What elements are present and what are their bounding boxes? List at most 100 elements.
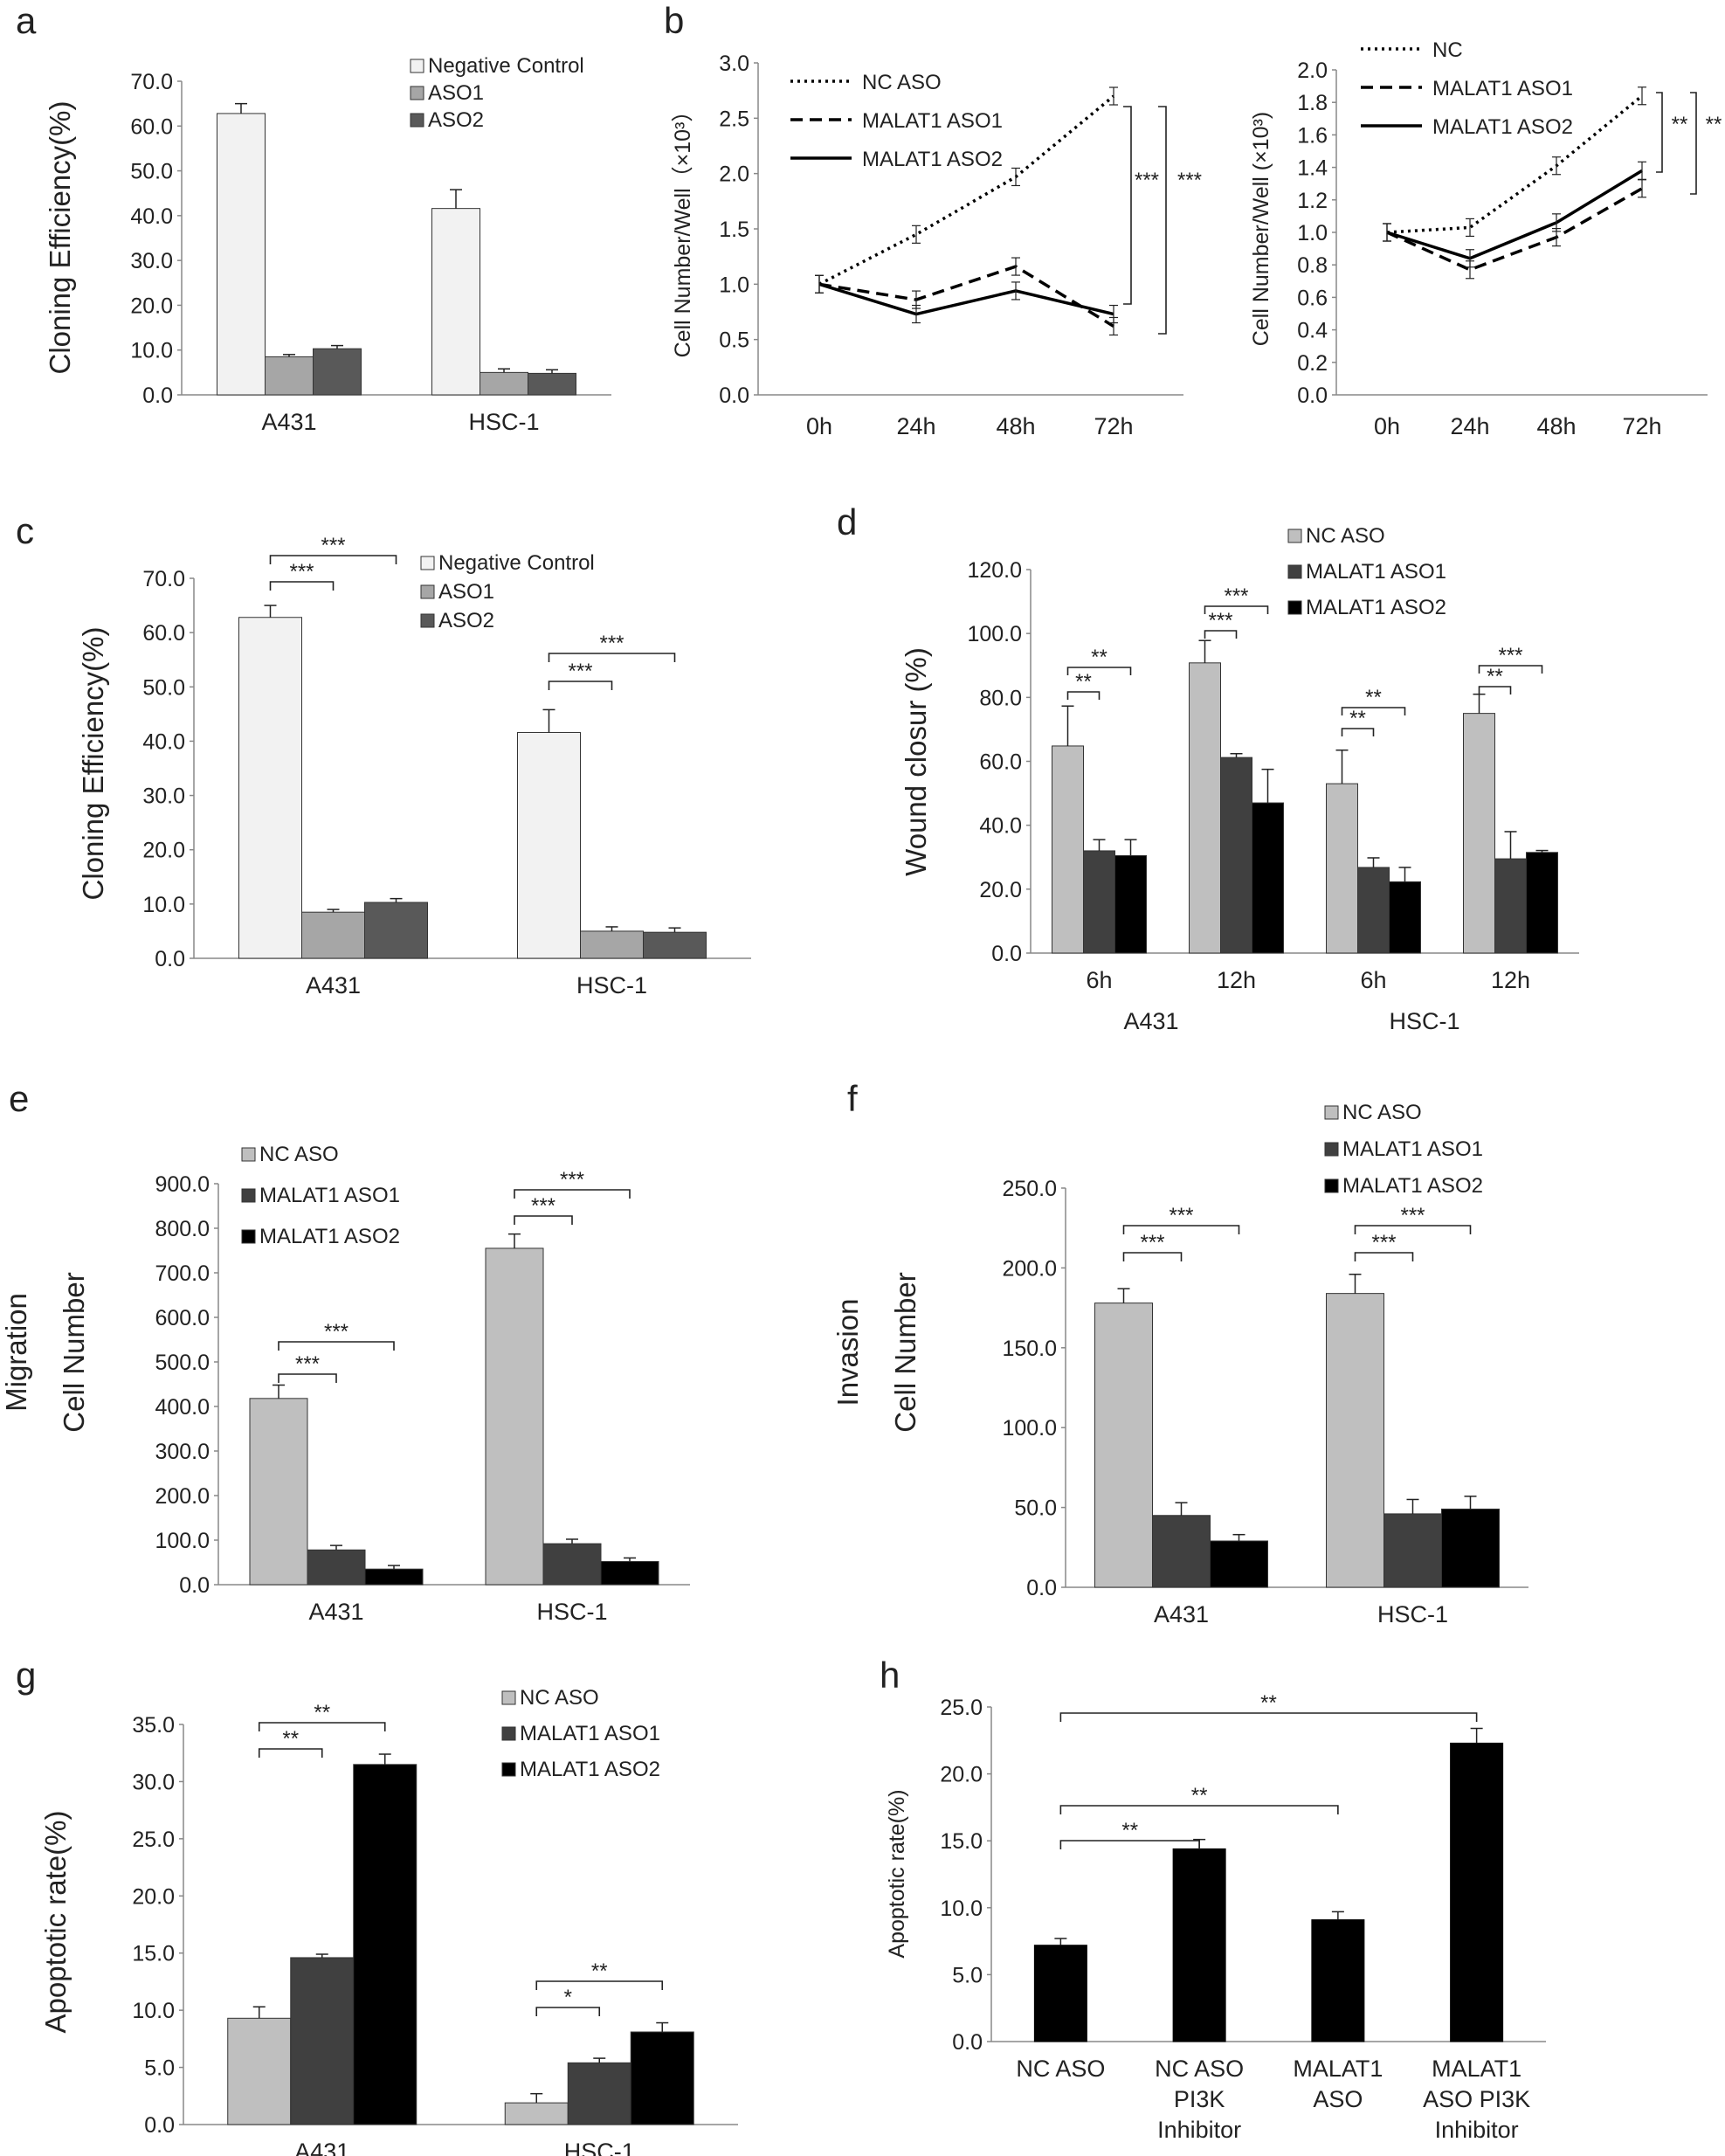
y-tick-label: 0.0 bbox=[1026, 1576, 1057, 1600]
y-tick-label: 15.0 bbox=[132, 1942, 175, 1966]
panel-label-g: g bbox=[16, 1655, 36, 1696]
bar bbox=[1326, 1293, 1384, 1588]
legend-label: Negative Control bbox=[428, 54, 584, 78]
significance-bracket bbox=[278, 1373, 337, 1383]
panel-label-d: d bbox=[837, 501, 857, 542]
y-tick-label: 150.0 bbox=[1002, 1337, 1057, 1361]
legend-swatch bbox=[1324, 1142, 1339, 1157]
significance-bracket bbox=[535, 1980, 664, 1990]
significance-label: *** bbox=[1224, 584, 1248, 608]
y-axis-title: Wound closur (%) bbox=[900, 647, 932, 876]
y-tick-label: 2.5 bbox=[719, 107, 749, 131]
x-tick-label: 0h bbox=[1374, 413, 1400, 439]
legend-label: MALAT1 ASO1 bbox=[1432, 77, 1573, 100]
y-axis-title: Cloning Efficiency(%) bbox=[44, 100, 76, 374]
significance-label: ** bbox=[1487, 665, 1503, 688]
y-tick-label: 60.0 bbox=[979, 750, 1022, 775]
y-tick-label: 10.0 bbox=[142, 893, 185, 917]
x-tick-label: 24h bbox=[896, 413, 935, 439]
x-tick-label: MALAT1 bbox=[1432, 2056, 1521, 2082]
legend-swatch bbox=[241, 1229, 256, 1244]
y-tick-label: 0.0 bbox=[155, 947, 185, 971]
y-tick-label: 1.0 bbox=[1297, 221, 1328, 245]
significance-bracket bbox=[258, 1722, 386, 1731]
legend-label: MALAT1 ASO2 bbox=[1342, 1174, 1483, 1198]
significance-label: ** bbox=[1672, 113, 1688, 136]
bar bbox=[485, 1247, 544, 1586]
bar bbox=[265, 356, 314, 396]
y-tick-label: 900.0 bbox=[155, 1172, 210, 1197]
significance-label: *** bbox=[289, 560, 314, 584]
significance-bracket bbox=[548, 681, 613, 690]
significance-bracket bbox=[269, 581, 335, 591]
legend-swatch bbox=[410, 59, 424, 73]
y-tick-label: 700.0 bbox=[155, 1261, 210, 1286]
legend-swatch bbox=[420, 556, 435, 570]
significance-label: ** bbox=[1260, 1691, 1277, 1715]
y-tick-label: 800.0 bbox=[155, 1217, 210, 1241]
bar bbox=[1252, 802, 1284, 954]
bar bbox=[504, 2102, 569, 2125]
y-tick-label: 30.0 bbox=[130, 249, 173, 273]
significance-label: *** bbox=[324, 1320, 348, 1344]
bar bbox=[1033, 1945, 1087, 2042]
panel-label-c: c bbox=[16, 510, 34, 551]
significance-bracket bbox=[1123, 106, 1132, 305]
significance-bracket bbox=[535, 2007, 601, 2016]
legend-swatch bbox=[420, 613, 435, 628]
y-tick-label: 40.0 bbox=[979, 814, 1022, 839]
y-axis-title: Apoptotic rate(%) bbox=[39, 1811, 72, 2034]
y-tick-label: 40.0 bbox=[130, 204, 173, 229]
significance-label: ** bbox=[282, 1727, 299, 1751]
bar bbox=[1357, 867, 1390, 954]
significance-label: ** bbox=[1121, 1819, 1138, 1842]
y-tick-label: 600.0 bbox=[155, 1306, 210, 1330]
y-tick-label: 20.0 bbox=[132, 1884, 175, 1909]
y-tick-label: 70.0 bbox=[130, 70, 173, 94]
legend-label: ASO2 bbox=[438, 609, 494, 632]
y-tick-label: 400.0 bbox=[155, 1395, 210, 1420]
legend-label: MALAT1 ASO2 bbox=[520, 1758, 660, 1781]
y-tick-label: 0.2 bbox=[1297, 351, 1328, 376]
y-tick-label: 0.5 bbox=[719, 328, 749, 353]
legend-label: MALAT1 ASO1 bbox=[862, 109, 1003, 133]
legend-swatch bbox=[1324, 1178, 1339, 1193]
bar bbox=[1441, 1508, 1500, 1588]
significance-bracket bbox=[278, 1341, 395, 1351]
bar bbox=[528, 372, 576, 396]
panel-label-h: h bbox=[880, 1655, 900, 1696]
legend-swatch bbox=[1287, 600, 1302, 615]
x-tick-label: NC ASO bbox=[1155, 2056, 1244, 2082]
legend-label: NC ASO bbox=[1342, 1101, 1422, 1124]
significance-bracket bbox=[1354, 1252, 1414, 1261]
group-label: A431 bbox=[1123, 1008, 1178, 1034]
legend-label: MALAT1 ASO2 bbox=[1306, 596, 1446, 619]
x-tick-label: 72h bbox=[1094, 413, 1133, 439]
bar bbox=[249, 1398, 308, 1586]
y-tick-label: 20.0 bbox=[979, 878, 1022, 902]
legend-label: NC ASO bbox=[259, 1143, 339, 1166]
y-tick-label: 80.0 bbox=[979, 686, 1022, 710]
y-axis-title: Cloning Efficiency(%) bbox=[77, 626, 109, 900]
x-tick-label: HSC-1 bbox=[536, 1599, 607, 1625]
y-tick-label: 250.0 bbox=[1002, 1177, 1057, 1201]
group-label: HSC-1 bbox=[1389, 1008, 1459, 1034]
y-tick-label: 70.0 bbox=[142, 567, 185, 591]
significance-bracket bbox=[1158, 106, 1167, 335]
bar bbox=[1220, 757, 1252, 954]
significance-bracket bbox=[1204, 605, 1269, 614]
bar bbox=[1450, 1742, 1504, 2042]
legend-swatch bbox=[1287, 529, 1302, 543]
legend-label: MALAT1 ASO2 bbox=[862, 148, 1003, 171]
bar bbox=[542, 1543, 602, 1586]
y-tick-label: 0.4 bbox=[1297, 319, 1328, 343]
y-axis-title: Invasion bbox=[831, 1299, 864, 1406]
significance-label: *** bbox=[1208, 609, 1232, 632]
y-tick-label: 25.0 bbox=[132, 1828, 175, 1852]
y-tick-label: 1.2 bbox=[1297, 189, 1328, 213]
significance-label: *** bbox=[1135, 169, 1159, 192]
significance-label: ** bbox=[1349, 707, 1366, 730]
panel-label-a: a bbox=[16, 0, 37, 41]
x-tick-label: A431 bbox=[261, 409, 316, 435]
